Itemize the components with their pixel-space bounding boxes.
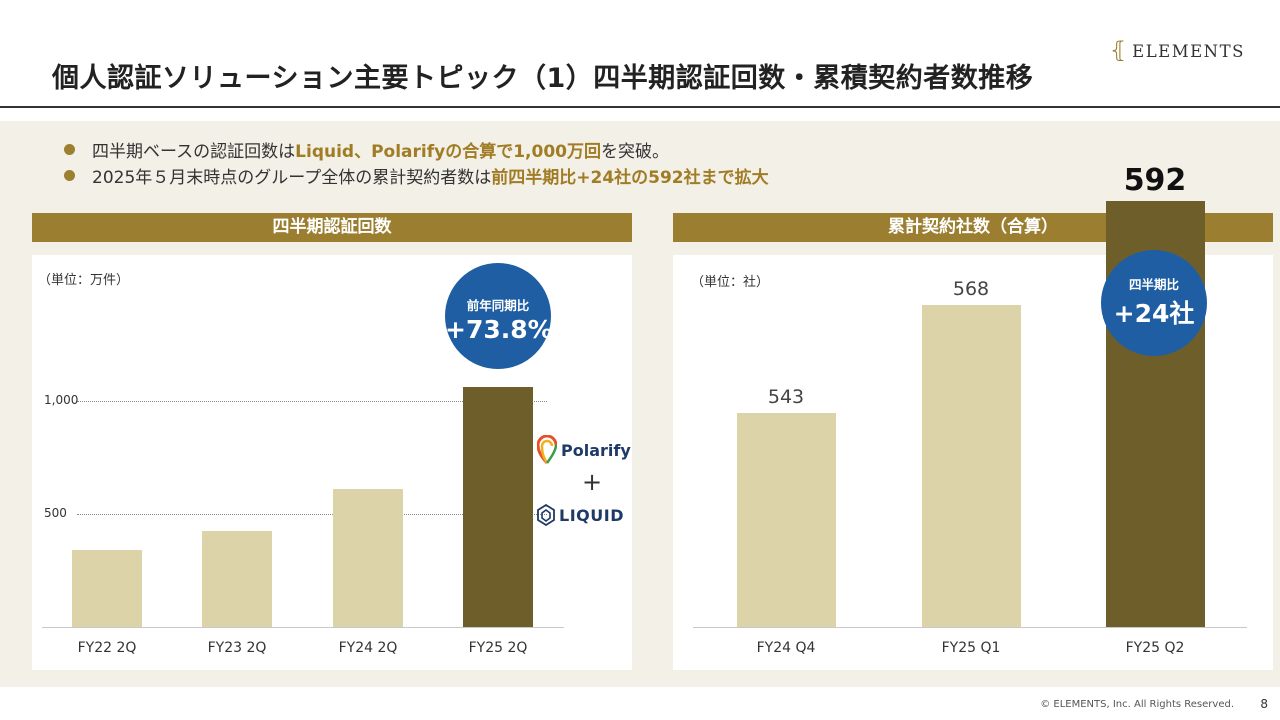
bullet-2-text-bold: 前四半期比+24社の592社まで拡大 xyxy=(491,168,769,188)
bar xyxy=(921,304,1021,627)
x-axis-line xyxy=(42,627,564,628)
bullet-1-text-bold: Liquid、Polarifyの合算で1,000万回 xyxy=(295,142,601,162)
x-tick-label: FY22 2Q xyxy=(77,640,137,656)
qoq-badge: 四半期比 +24社 xyxy=(1101,250,1207,356)
bar xyxy=(202,530,272,627)
yoy-badge-label: 前年同期比 xyxy=(466,298,530,313)
liquid-logo: LIQUID xyxy=(537,504,624,526)
x-axis-line xyxy=(693,627,1247,628)
title-divider xyxy=(0,106,1280,108)
y-gridline xyxy=(77,514,547,515)
brand-name: ELEMENTS xyxy=(1132,41,1245,61)
bullet-1: 四半期ベースの認証回数は Liquid、Polarifyの合算で1,000万回 を突… xyxy=(64,137,669,162)
bar xyxy=(736,413,836,627)
bullet-2-text-pre: 2025年５月末時点のグループ全体の累計契約者数は xyxy=(92,168,492,188)
x-tick-label: FY24 2Q xyxy=(338,640,398,656)
bar xyxy=(463,387,533,627)
elements-logo: ⦃ ELEMENTS xyxy=(1110,36,1245,66)
data-label: 592 xyxy=(1123,162,1187,198)
yoy-badge: 前年同期比 +73.8% xyxy=(445,263,553,369)
y-gridline xyxy=(77,401,547,402)
x-tick-label: FY25 Q1 xyxy=(941,640,1001,656)
liquid-text: LIQUID xyxy=(559,505,624,525)
x-tick-label: FY25 2Q xyxy=(468,640,528,656)
bullet-2: 2025年５月末時点のグループ全体の累計契約者数は 前四半期比+24社の592社ま… xyxy=(64,163,769,188)
left-unit-label: （単位：万件） xyxy=(38,273,130,288)
polarify-logo: Polarify xyxy=(537,435,631,465)
y-tick-label: 1,000 xyxy=(44,393,79,407)
data-label: 543 xyxy=(767,386,805,408)
page-title: 個人認証ソリューション主要トピック（1）四半期認証回数・累積契約者数推移 xyxy=(52,63,1034,94)
copyright-footer: © ELEMENTS, Inc. All Rights Reserved. xyxy=(1040,699,1234,710)
bullet-1-text-pre: 四半期ベースの認証回数は xyxy=(92,142,296,162)
bullet-1-text-post: を突破。 xyxy=(600,142,669,162)
liquid-mark-icon xyxy=(537,504,555,526)
y-tick-label: 500 xyxy=(44,506,67,520)
qoq-badge-value: +24社 xyxy=(1113,299,1195,328)
brand-mark-icon: ⦃ xyxy=(1110,38,1127,63)
yoy-badge-value: +73.8% xyxy=(445,315,553,344)
bullet-dot-icon xyxy=(64,144,75,155)
x-tick-label: FY24 Q4 xyxy=(756,640,816,656)
data-label: 568 xyxy=(952,277,990,300)
x-tick-label: FY23 2Q xyxy=(207,640,267,656)
bullet-dot-icon xyxy=(64,170,75,181)
left-panel: （単位：万件） 500 1,000 FY22 2Q FY23 2Q FY24 2Q FY2… xyxy=(32,255,632,670)
right-panel: （単位：社） 543 FY24 Q4 568 FY25 Q1 592 FY25 Q2 四半… xyxy=(673,163,1273,670)
left-panel-header: 四半期認証回数 xyxy=(32,213,632,242)
plus-sign: + xyxy=(582,468,603,496)
qoq-badge-label: 四半期比 xyxy=(1128,277,1179,292)
right-unit-label: （単位：社） xyxy=(691,275,770,290)
polarify-text: Polarify xyxy=(561,440,631,460)
polarify-mark-icon xyxy=(537,435,557,464)
bar xyxy=(72,550,142,627)
x-tick-label: FY25 Q2 xyxy=(1125,640,1185,656)
page-number: 8 xyxy=(1260,697,1268,711)
bar xyxy=(333,489,403,627)
